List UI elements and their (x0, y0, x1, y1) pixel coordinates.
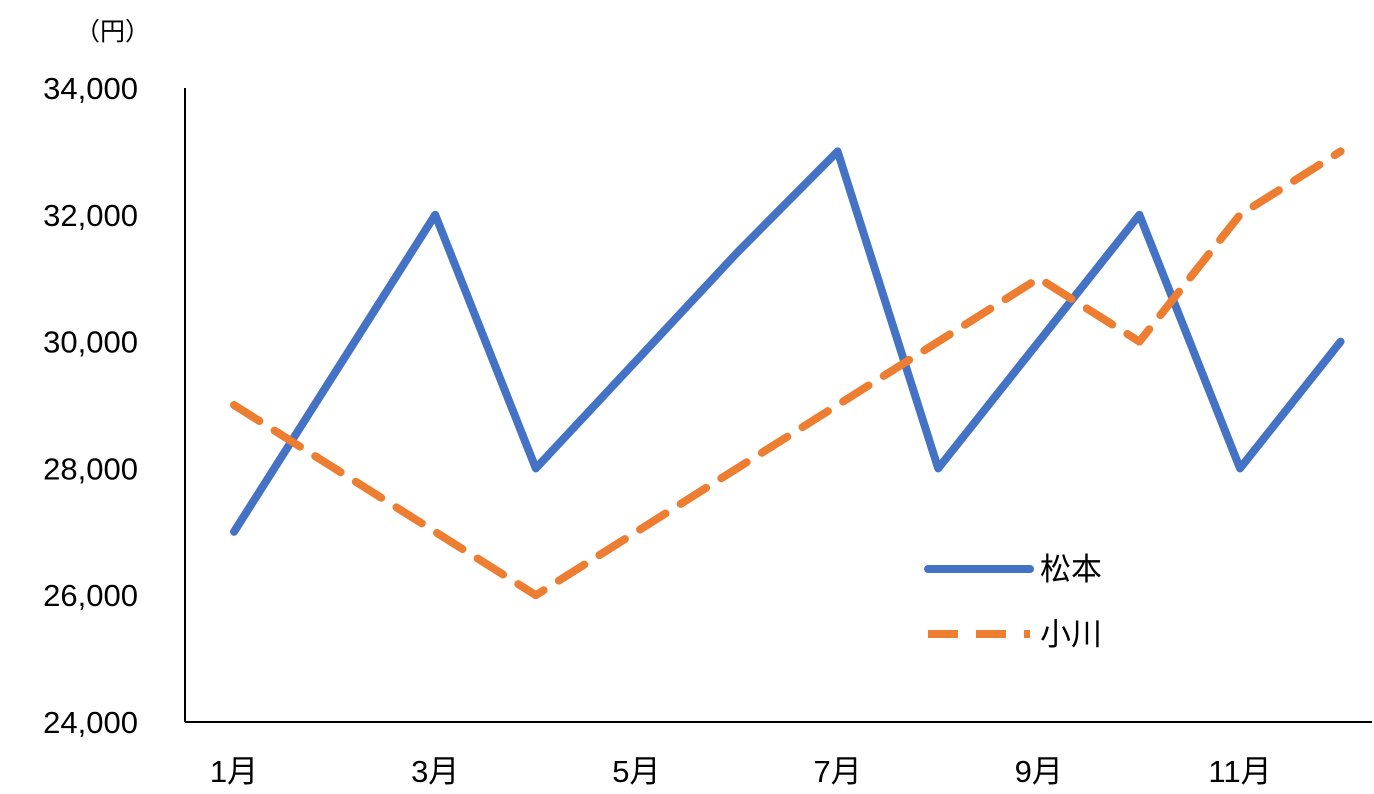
legend: 松本 小川 (924, 552, 1102, 653)
legend-label-ogawa: 小川 (1040, 617, 1102, 653)
y-axis-ticks: 24,000 26,000 28,000 30,000 32,000 34,000 (43, 71, 138, 740)
x-axis-ticks: 1月 3月 5月 7月 9月 11月 (210, 754, 1272, 789)
series-line-matsumoto (230, 147, 1345, 536)
series-layer (230, 147, 1345, 600)
y-tick-label: 32,000 (43, 198, 138, 233)
x-tick-label: 5月 (612, 754, 660, 789)
y-tick-label: 24,000 (43, 705, 138, 740)
series-line-ogawa (230, 147, 1345, 600)
x-tick-label: 9月 (1015, 754, 1063, 789)
y-tick-label: 30,000 (43, 325, 138, 360)
x-tick-label: 3月 (411, 754, 459, 789)
x-tick-label: 1月 (210, 754, 258, 789)
y-tick-label: 26,000 (43, 578, 138, 613)
x-tick-label: 7月 (813, 754, 861, 789)
x-tick-label: 11月 (1208, 754, 1271, 789)
y-tick-label: 34,000 (43, 71, 138, 106)
y-axis-unit-label: （円） (75, 17, 150, 46)
y-tick-label: 28,000 (43, 451, 138, 486)
legend-label-matsumoto: 松本 (1040, 552, 1102, 588)
